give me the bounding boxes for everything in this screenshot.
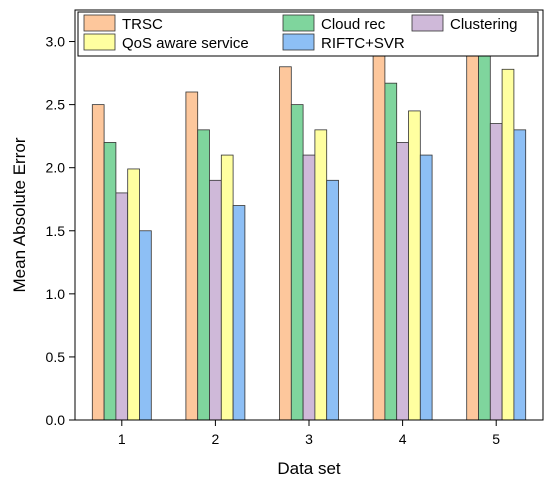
bar-qos-aware-service-set-2: [220, 154, 234, 421]
legend-swatch: [83, 14, 116, 32]
bar-qos-aware-service-set-5: [501, 68, 515, 421]
legend-label: TRSC: [122, 16, 163, 33]
y-tick-label: 1.0: [46, 286, 66, 302]
x-axis-label: Data set: [277, 459, 341, 478]
x-tick-label: 5: [492, 431, 500, 447]
bar-riftc-svr-set-2: [232, 205, 246, 421]
bar-clustering-set-2: [209, 179, 222, 421]
y-tick-label: 2.5: [46, 97, 66, 113]
bar-cloud-rec-set-3: [290, 104, 304, 421]
bar-trsc-set-4: [372, 53, 386, 421]
bar-qos-aware-service-set-4: [408, 110, 421, 421]
legend-swatch: [83, 33, 116, 51]
x-tick-label: 3: [305, 431, 313, 447]
x-tick-label: 4: [399, 431, 407, 447]
bar-qos-aware-service-set-3: [314, 129, 328, 421]
bar-trsc-set-3: [279, 66, 292, 421]
y-tick-label: 0.0: [46, 412, 66, 428]
bar-trsc-set-5: [466, 41, 479, 421]
legend-label: RIFTC+SVR: [321, 35, 405, 52]
legend-swatch: [282, 33, 315, 51]
legend: TRSC Cloud rec Clustering QoS aware service…: [77, 11, 539, 57]
bars-layer: [91, 41, 527, 421]
bar-riftc-svr-set-4: [419, 154, 433, 421]
bar-cloud-rec-set-5: [478, 43, 491, 421]
bar-clustering-set-1: [115, 192, 129, 421]
y-axis-label: Mean Absolute Error: [10, 137, 29, 292]
y-axis: 0.0 0.5 1.0 1.5 2.0 2.5 3.0: [46, 34, 75, 428]
legend-swatch: [411, 14, 444, 32]
y-tick-label: 3.0: [46, 34, 66, 50]
x-tick-label: 1: [118, 431, 126, 447]
y-tick-label: 0.5: [46, 349, 66, 365]
legend-label: Cloud rec: [321, 16, 386, 33]
legend-label: QoS aware service: [122, 35, 249, 52]
bar-clustering-set-4: [396, 142, 409, 421]
bar-riftc-svr-set-3: [326, 179, 339, 421]
x-axis: 1 2 3 4 5: [118, 420, 500, 447]
bar-riftc-svr-set-1: [139, 230, 152, 421]
legend-swatch: [282, 14, 315, 32]
bar-qos-aware-service-set-1: [127, 168, 140, 421]
y-tick-label: 2.0: [46, 160, 66, 176]
bar-cloud-rec-set-4: [384, 82, 398, 421]
x-tick-label: 2: [212, 431, 220, 447]
legend-label: Clustering: [450, 16, 518, 33]
bar-clustering-set-3: [302, 154, 316, 421]
bar-trsc-set-2: [185, 91, 199, 421]
bar-cloud-rec-set-2: [197, 129, 210, 421]
bar-cloud-rec-set-1: [103, 142, 117, 421]
bar-trsc-set-1: [91, 104, 105, 421]
bar-riftc-svr-set-5: [513, 129, 527, 421]
y-tick-label: 1.5: [46, 223, 66, 239]
bar-clustering-set-5: [489, 123, 503, 421]
